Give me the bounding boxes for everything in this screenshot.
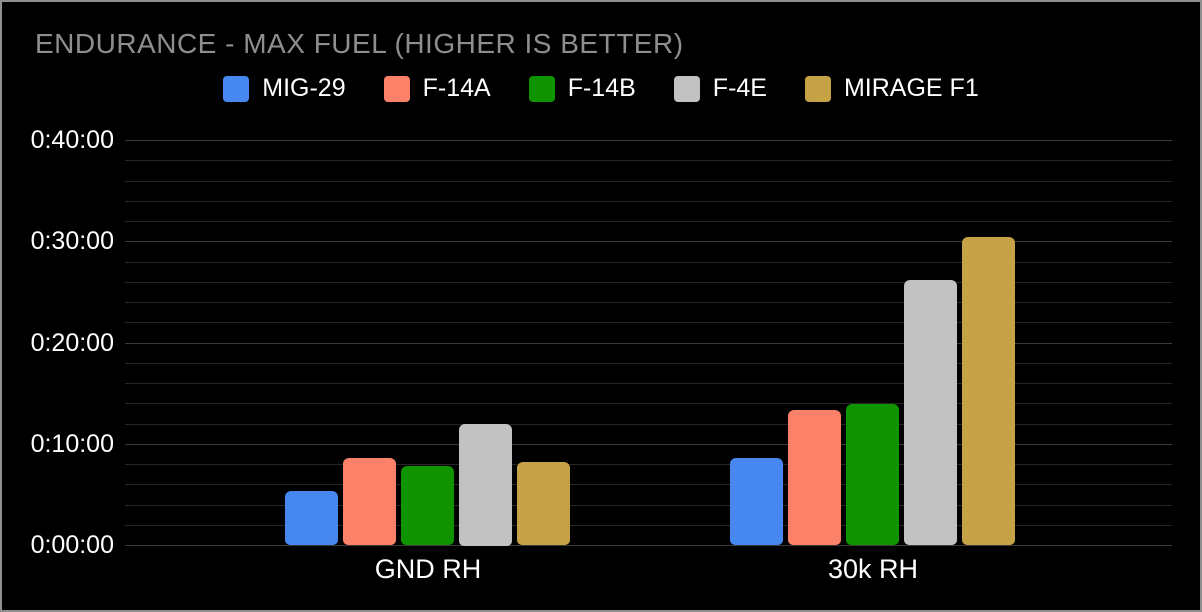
major-gridline — [125, 140, 1172, 141]
legend-swatch-icon — [528, 75, 555, 102]
legend-label: F-14A — [422, 74, 491, 102]
major-gridline — [125, 444, 1172, 445]
minor-gridline — [125, 282, 1172, 283]
bar-mig-29-30k-rh[interactable] — [730, 458, 783, 545]
legend-label: MIG-29 — [262, 74, 346, 102]
chart-title: ENDURANCE - MAX FUEL (HIGHER IS BETTER) — [35, 28, 684, 59]
legend-swatch-icon — [804, 75, 831, 102]
minor-gridline — [125, 181, 1172, 182]
major-gridline — [125, 241, 1172, 242]
x-axis-category-label: GND RH — [374, 554, 482, 584]
bar-mirage-f1-gnd-rh[interactable] — [517, 462, 570, 545]
bar-f-4e-gnd-rh[interactable] — [459, 424, 512, 546]
legend: MIG-29 F-14A F-14B F-4E MIRAGE F1 — [2, 74, 1200, 103]
y-axis-tick-label: 0:20:00 — [30, 329, 114, 357]
minor-gridline — [125, 383, 1172, 384]
minor-gridline — [125, 363, 1172, 364]
major-gridline — [125, 343, 1172, 344]
bar-f-14a-gnd-rh[interactable] — [343, 458, 396, 545]
legend-swatch-icon — [383, 75, 410, 102]
bar-f-14a-30k-rh[interactable] — [788, 410, 841, 545]
major-gridline — [125, 545, 1172, 546]
bar-mig-29-gnd-rh[interactable] — [285, 491, 338, 545]
legend-label: F-4E — [712, 74, 767, 102]
legend-item-mig-29[interactable]: MIG-29 — [223, 74, 346, 103]
minor-gridline — [125, 302, 1172, 303]
legend-item-f-14b[interactable]: F-14B — [528, 74, 636, 103]
minor-gridline — [125, 525, 1172, 526]
y-axis-tick-label: 0:10:00 — [30, 430, 114, 458]
bar-f-4e-30k-rh[interactable] — [904, 280, 957, 545]
bar-f-14b-30k-rh[interactable] — [846, 404, 899, 545]
minor-gridline — [125, 424, 1172, 425]
y-axis-tick-label: 0:40:00 — [30, 126, 114, 154]
bar-f-14b-gnd-rh[interactable] — [401, 466, 454, 545]
legend-item-f-4e[interactable]: F-4E — [673, 74, 767, 103]
minor-gridline — [125, 505, 1172, 506]
y-axis-tick-label: 0:30:00 — [30, 227, 114, 255]
minor-gridline — [125, 221, 1172, 222]
minor-gridline — [125, 464, 1172, 465]
bar-mirage-f1-30k-rh[interactable] — [962, 237, 1015, 545]
y-axis-tick-label: 0:00:00 — [30, 531, 114, 559]
legend-item-mirage-f1[interactable]: MIRAGE F1 — [804, 74, 979, 103]
minor-gridline — [125, 484, 1172, 485]
legend-swatch-icon — [223, 75, 250, 102]
legend-swatch-icon — [673, 75, 700, 102]
minor-gridline — [125, 201, 1172, 202]
minor-gridline — [125, 403, 1172, 404]
legend-item-f-14a[interactable]: F-14A — [383, 74, 491, 103]
minor-gridline — [125, 262, 1172, 263]
minor-gridline — [125, 322, 1172, 323]
legend-label: F-14B — [567, 74, 636, 102]
x-axis-category-label: 30k RH — [827, 554, 919, 584]
legend-label: MIRAGE F1 — [843, 74, 979, 102]
minor-gridline — [125, 160, 1172, 161]
